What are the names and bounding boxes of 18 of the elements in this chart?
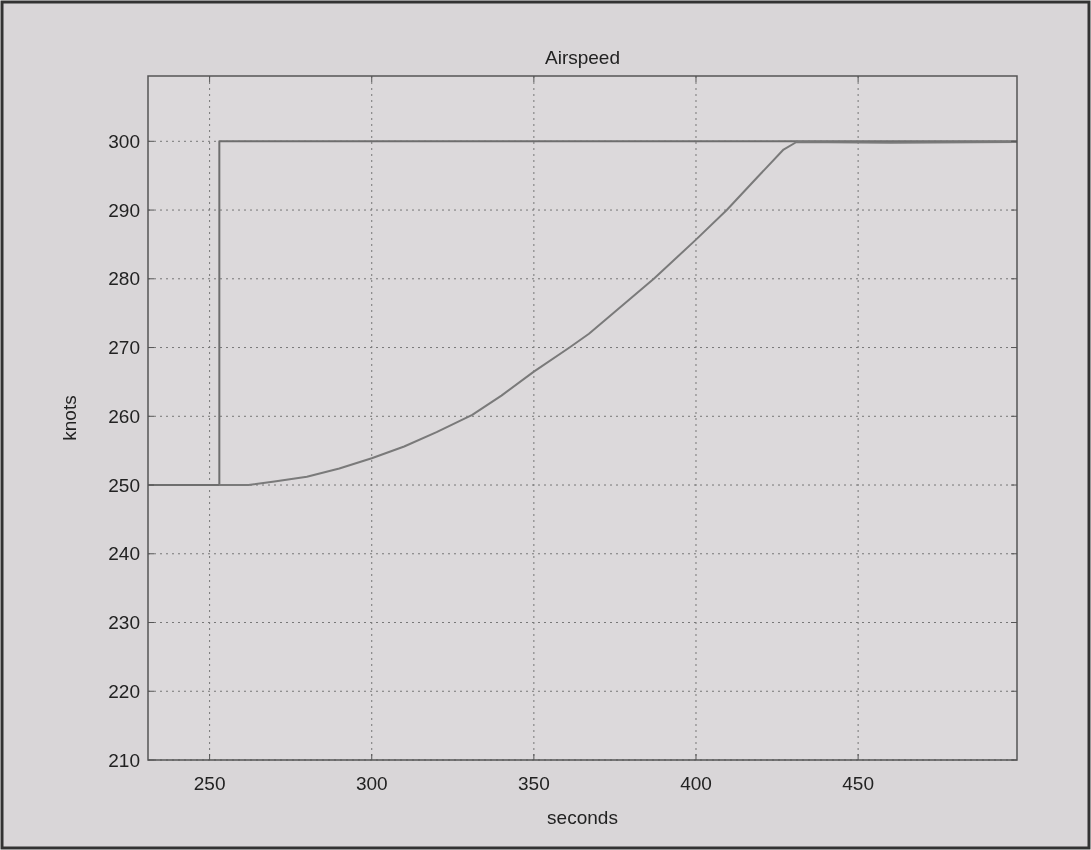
chart-title: Airspeed <box>545 47 620 68</box>
y-tick-label: 270 <box>108 337 140 359</box>
y-tick-label: 300 <box>108 130 140 152</box>
y-axis-title: knots <box>59 395 80 441</box>
x-axis-title: seconds <box>547 807 618 828</box>
y-tick-label: 230 <box>108 612 140 634</box>
x-tick-label: 300 <box>355 773 388 794</box>
y-tick-label: 250 <box>108 474 140 496</box>
y-tick-label: 260 <box>108 405 140 427</box>
x-tick-label: 350 <box>518 773 550 794</box>
y-tick-label: 210 <box>108 749 140 771</box>
x-tick-label: 400 <box>680 773 712 794</box>
x-tick-label: 450 <box>842 773 874 794</box>
y-tick-label: 280 <box>108 268 140 290</box>
y-tick-label: 220 <box>108 680 140 702</box>
y-tick-label: 290 <box>108 199 140 221</box>
y-tick-label: 240 <box>108 543 140 565</box>
x-tick-label: 250 <box>193 773 226 794</box>
